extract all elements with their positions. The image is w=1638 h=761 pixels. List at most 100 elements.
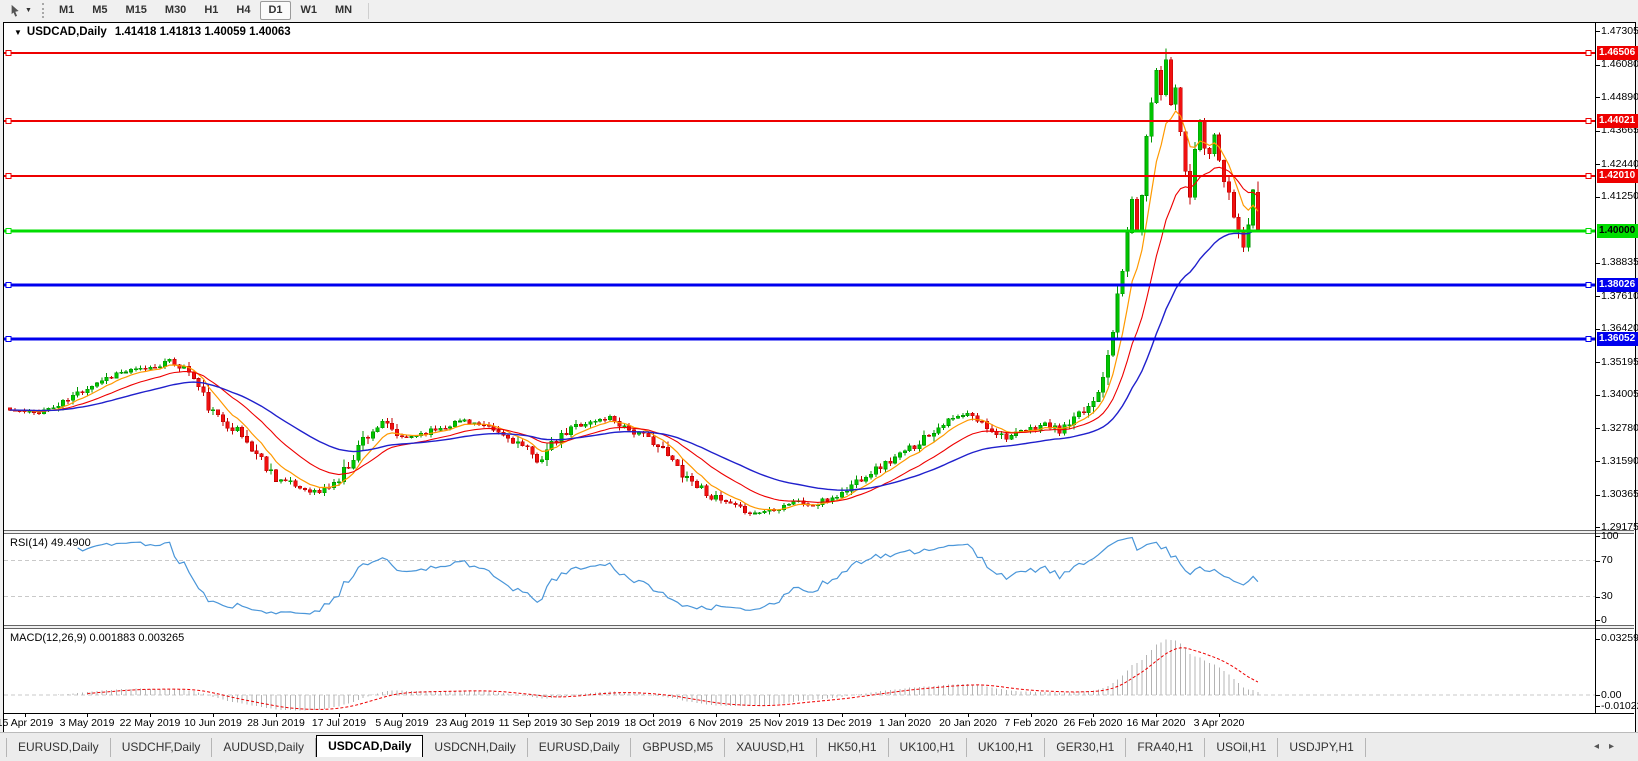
chart-tabs: EURUSD,Daily USDCHF,Daily AUDUSD,Daily USDC…: [6, 735, 1366, 757]
timeframe-button-m30[interactable]: M30: [164, 4, 187, 16]
price-tick-mark: [1595, 131, 1600, 132]
time-tick-mark: [276, 714, 277, 717]
time-tick-label: 22 May 2019: [119, 717, 181, 729]
price-tick-label: 1.46080: [1601, 58, 1638, 70]
price-tick-mark: [1595, 362, 1600, 363]
toolbar-separator: [368, 2, 370, 19]
macd-indicator-label: MACD(12,26,9) 0.001883 0.003265: [10, 632, 185, 644]
main-chart-canvas[interactable]: [4, 22, 1595, 530]
time-tick-label: 10 Jun 2019: [184, 717, 242, 729]
time-tick-mark: [716, 714, 717, 717]
time-tick-mark: [1219, 714, 1220, 717]
macd-indicator-canvas[interactable]: [4, 629, 1595, 713]
hline-price-tag[interactable]: 1.38026: [1597, 278, 1638, 292]
chart-tab-usdcnh-daily[interactable]: USDCNH,Daily: [423, 738, 528, 757]
timeframe-button-m5[interactable]: M5: [92, 4, 108, 16]
chart-tab-ger30-h1[interactable]: GER30,H1: [1045, 738, 1127, 757]
price-tick-label: 1.29175: [1601, 521, 1638, 533]
timeframe-button-h4[interactable]: H4: [236, 4, 251, 16]
chart-tab-eurusd-daily[interactable]: EURUSD,Daily: [6, 738, 111, 757]
rsi-indicator-label: RSI(14) 49.4900: [10, 537, 91, 549]
rsi-tick-label: 0: [1601, 614, 1607, 626]
rsi-tick-mark: [1595, 536, 1600, 537]
time-tick-mark: [653, 714, 654, 717]
tab-scroll-left-icon[interactable]: ◂: [1593, 741, 1609, 752]
time-tick-label: 20 Jan 2020: [939, 717, 997, 729]
chart-tab-gbpusd-m5[interactable]: GBPUSD,M5: [631, 738, 726, 757]
price-tick-label: 1.44890: [1601, 91, 1638, 103]
timeframe-button-h1[interactable]: H1: [204, 4, 219, 16]
rsi-tick-mark: [1595, 561, 1600, 562]
time-tick-label: 16 Mar 2020: [1126, 717, 1186, 729]
time-tick-label: 3 Apr 2020: [1193, 717, 1245, 729]
time-tick-label: 30 Sep 2019: [560, 717, 620, 729]
hline-price-tag[interactable]: 1.44021: [1597, 114, 1638, 128]
macd-tick-label: 0.00: [1601, 689, 1622, 701]
hline-price-tag[interactable]: 1.40000: [1597, 224, 1638, 238]
chart-tab-fra40-h1[interactable]: FRA40,H1: [1126, 738, 1206, 757]
price-tick-label: 1.47305: [1601, 25, 1638, 37]
time-tick-label: 1 Jan 2020: [879, 717, 931, 729]
time-tick-mark: [465, 714, 466, 717]
time-tick-mark: [968, 714, 969, 717]
time-tick-mark: [87, 714, 88, 717]
time-axis-border: [4, 713, 1634, 714]
chart-tab-audusd-daily[interactable]: AUDUSD,Daily: [212, 738, 317, 757]
chart-tab-bar: EURUSD,Daily USDCHF,Daily AUDUSD,Daily USDC…: [0, 732, 1638, 761]
chart-tab-usoil-h1[interactable]: USOil,H1: [1205, 738, 1279, 757]
time-tick-mark: [150, 714, 151, 717]
symbol-dropdown-icon[interactable]: ▼: [14, 28, 22, 37]
hline-price-tag[interactable]: 1.42010: [1597, 169, 1638, 183]
time-tick-label: 17 Jul 2019: [311, 717, 367, 729]
timeframe-button-d1[interactable]: D1: [260, 1, 291, 20]
price-tick-label: 1.36420: [1601, 322, 1638, 334]
timeframe-button-w1[interactable]: W1: [300, 4, 318, 16]
timeframe-button-mn[interactable]: MN: [335, 4, 353, 16]
time-tick-label: 6 Nov 2019: [689, 717, 743, 729]
timeframe-button-m1[interactable]: M1: [58, 4, 75, 16]
app-toolbar: ▼ M1 M5 M15 M30 H1 H4 D1 W1 MN: [0, 0, 1638, 21]
toolbar-grip[interactable]: [41, 3, 44, 18]
hline-price-tag[interactable]: 1.36052: [1597, 332, 1638, 346]
chart-tab-usdjpy-h1[interactable]: USDJPY,H1: [1278, 738, 1366, 757]
time-tick-mark: [339, 714, 340, 717]
price-tick-mark: [1595, 495, 1600, 496]
timeframe-button-m15[interactable]: M15: [125, 4, 147, 16]
chart-title: ▼ USDCAD,Daily 1.41418 1.41813 1.40059 1.4…: [14, 26, 291, 38]
price-tick-mark: [1595, 329, 1600, 330]
price-tick-label: 1.37610: [1601, 290, 1638, 302]
macd-panel-separator[interactable]: [4, 625, 1634, 629]
chart-tab-xauusd-h1[interactable]: XAUUSD,H1: [725, 738, 817, 757]
price-tick-mark: [1595, 395, 1600, 396]
price-tick-mark: [1595, 263, 1600, 264]
price-tick-label: 1.30365: [1601, 488, 1638, 500]
tab-scroll-right-icon[interactable]: ▸: [1608, 741, 1624, 752]
time-tick-mark: [528, 714, 529, 717]
time-tick-label: 23 Aug 2019: [435, 717, 495, 729]
price-tick-mark: [1595, 164, 1600, 165]
time-tick-mark: [1093, 714, 1094, 717]
time-tick-label: 7 Feb 2020: [1004, 717, 1058, 729]
chart-ohlc-values: 1.41418 1.41813 1.40059 1.40063: [114, 26, 291, 38]
time-tick-mark: [25, 714, 26, 717]
chart-tab-uk100-h1[interactable]: UK100,H1: [889, 738, 967, 757]
price-tick-mark: [1595, 428, 1600, 429]
rsi-tick-label: 70: [1601, 554, 1613, 566]
macd-tick-mark: [1595, 706, 1600, 707]
rsi-tick-mark: [1595, 620, 1600, 621]
price-tick-label: 1.41250: [1601, 190, 1638, 202]
cursor-tool-button[interactable]: ▼: [5, 2, 36, 20]
price-axis-border: [1595, 23, 1596, 713]
price-tick-label: 1.42440: [1601, 158, 1638, 170]
rsi-panel-separator[interactable]: [4, 530, 1634, 534]
chart-tab-eurusd-daily[interactable]: EURUSD,Daily: [528, 738, 632, 757]
rsi-indicator-canvas[interactable]: [4, 534, 1595, 625]
hline-price-tag[interactable]: 1.46506: [1597, 46, 1638, 60]
chart-tab-usdcad-daily[interactable]: USDCAD,Daily: [316, 735, 424, 757]
time-tick-mark: [905, 714, 906, 717]
price-tick-mark: [1595, 197, 1600, 198]
chart-tab-uk100-h1[interactable]: UK100,H1: [967, 738, 1046, 757]
chart-tab-hk50-h1[interactable]: HK50,H1: [817, 738, 889, 757]
chart-tab-usdchf-daily[interactable]: USDCHF,Daily: [111, 738, 213, 757]
macd-tick-label: 0.032595: [1601, 632, 1638, 644]
